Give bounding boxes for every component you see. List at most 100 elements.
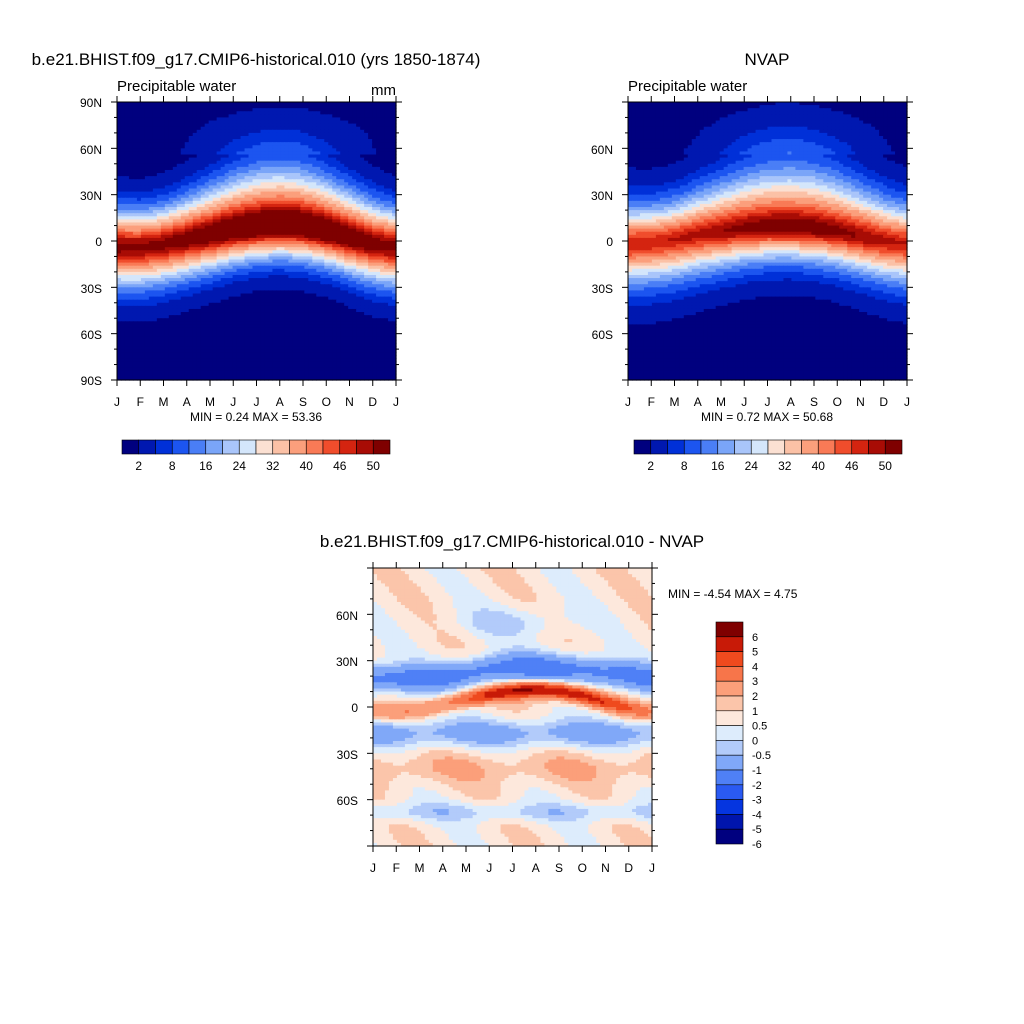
field-cell [268,117,274,122]
field-cell [148,126,154,131]
field-cell [196,126,202,131]
field-cell [244,120,250,125]
field-cell [240,188,246,193]
field-cell [152,148,158,153]
field-cell [256,305,262,310]
field-cell [120,247,126,251]
field-cell [328,262,333,267]
field-cell [196,265,202,270]
field-cell [128,108,134,112]
field-cell [376,173,381,177]
field-cell [204,321,210,325]
field-cell [168,207,174,211]
field-cell [117,290,122,295]
field-cell [252,278,258,282]
field-cell [288,210,293,214]
field-cell [240,293,246,298]
field-cell [192,315,198,319]
field-cell [176,213,182,217]
field-cell [284,287,289,292]
field-cell [260,179,266,183]
field-cell [124,253,130,258]
field-cell [160,210,166,214]
field-cell [304,241,309,245]
field-cell [236,160,242,165]
field-cell [256,139,262,143]
field-cell [328,160,333,165]
field-cell [228,247,234,251]
field-cell [312,194,317,199]
field-cell [144,241,150,245]
field-cell [332,105,337,109]
field-cell [264,135,270,140]
field-cell [364,247,369,251]
field-cell [220,247,226,251]
field-cell [376,244,381,248]
field-cell [276,108,282,112]
field-cell [156,191,162,196]
field-cell [124,120,130,125]
field-cell [204,302,210,307]
field-cell [348,241,353,245]
field-cell [356,228,361,233]
field-cell [312,265,317,270]
field-cell [248,148,254,153]
field-cell [304,169,309,174]
field-cell [184,244,190,248]
field-cell [192,296,198,301]
field-cell [228,207,234,211]
field-cell [356,225,361,230]
field-cell [320,111,325,115]
field-cell [244,318,250,322]
field-cell [140,302,146,307]
field-cell [200,271,206,276]
field-cell [188,135,194,140]
field-cell [228,265,234,270]
field-cell [152,312,158,316]
field-cell [292,135,297,140]
field-cell [128,169,134,174]
field-cell [260,176,266,180]
field-cell [148,237,154,242]
field-cell [384,105,389,109]
field-cell [172,318,178,322]
field-cell [244,315,250,319]
field-cell [300,312,305,316]
field-cell [184,157,190,162]
field-cell [384,308,389,313]
field-cell [188,157,194,162]
field-cell [117,105,122,109]
field-cell [232,148,238,153]
field-cell [117,145,122,149]
field-cell [292,213,297,217]
field-cell [148,135,154,140]
field-cell [204,129,210,134]
field-cell [392,132,397,137]
field-cell [332,225,337,230]
field-cell [272,305,278,310]
field-cell [336,148,341,153]
field-cell [360,318,365,322]
field-cell [212,145,218,149]
field-cell [388,129,393,134]
field-cell [164,188,170,193]
field-cell [332,222,337,227]
field-cell [268,176,274,180]
field-cell [196,262,202,267]
field-cell [276,237,282,242]
field-cell [392,169,397,174]
field-cell [228,318,234,322]
field-cell [192,247,198,251]
field-cell [248,111,254,115]
field-cell [272,250,278,254]
field-cell [192,179,198,183]
field-cell [300,176,305,180]
field-cell [144,135,150,140]
field-cell [368,225,373,230]
field-cell [128,259,134,264]
field-cell [220,160,226,165]
field-cell [268,157,274,162]
field-cell [360,271,365,276]
field-cell [132,318,138,322]
field-cell [240,207,246,211]
